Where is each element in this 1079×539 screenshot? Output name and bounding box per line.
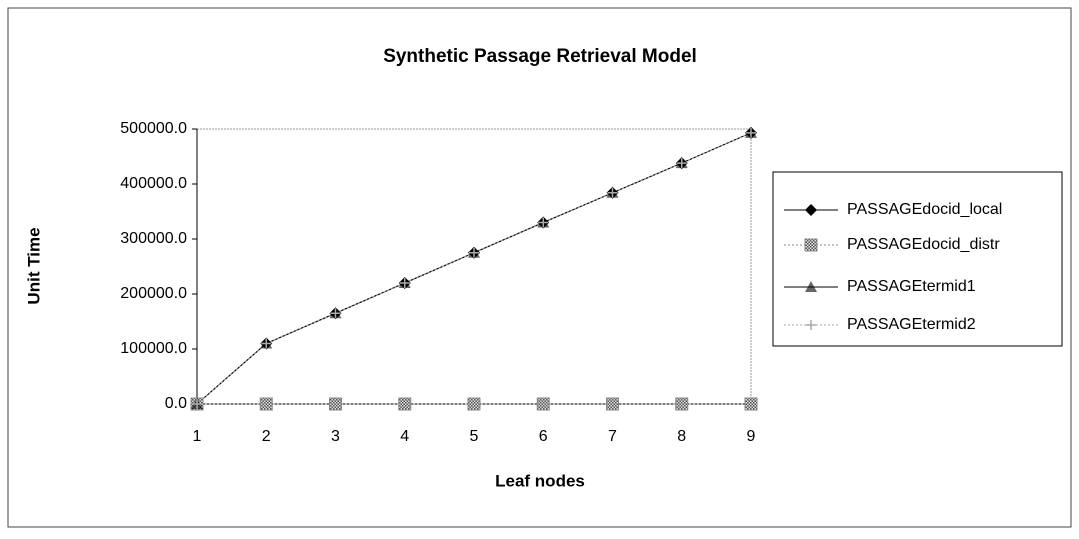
- x-tick-label: 4: [400, 428, 409, 445]
- marker-cross: [538, 217, 549, 228]
- marker-cross: [746, 127, 756, 138]
- marker-diamond: [805, 204, 817, 216]
- marker-cross: [469, 247, 479, 258]
- marker-square: [804, 238, 818, 252]
- y-axis-label: Unit Time: [24, 227, 43, 304]
- legend-label: PASSAGEdocid_local: [847, 201, 1002, 218]
- x-tick-label: 6: [539, 428, 548, 445]
- chart-frame: [7, 7, 1072, 528]
- series-line: [196, 132, 752, 405]
- legend-label: PASSAGEdocid_distr: [847, 236, 1000, 253]
- marker-cross: [607, 187, 618, 198]
- x-tick-label: 3: [331, 428, 340, 445]
- x-tick-label: 9: [747, 428, 756, 445]
- marker-cross: [261, 338, 272, 349]
- y-tick-label: 0.0: [165, 395, 187, 412]
- marker-square: [467, 397, 481, 411]
- marker-square: [675, 397, 689, 411]
- marker-cross: [676, 158, 687, 169]
- y-tick-label: 200000.0: [120, 285, 187, 302]
- marker-square: [606, 397, 619, 411]
- x-tick-label: 7: [608, 428, 617, 445]
- chart-title: Synthetic Passage Retrieval Model: [383, 46, 697, 67]
- x-tick-label: 5: [470, 428, 479, 445]
- marker-triangle: [805, 281, 817, 292]
- series-line: [196, 132, 752, 405]
- plot-area: [196, 128, 752, 405]
- y-tick-label: 300000.0: [120, 230, 187, 247]
- series-line: [196, 132, 752, 405]
- y-tick-label: 100000.0: [120, 340, 187, 357]
- marker-cross: [806, 320, 816, 330]
- marker-cross: [192, 399, 202, 409]
- y-tick-label: 500000.0: [120, 120, 187, 137]
- marker-cross: [399, 278, 410, 288]
- marker-square: [259, 397, 273, 411]
- legend-label: PASSAGEtermid1: [847, 278, 976, 295]
- legend-label: PASSAGEtermid2: [847, 316, 976, 333]
- marker-square: [398, 397, 412, 411]
- marker-square: [536, 397, 550, 411]
- x-axis-label: Leaf nodes: [495, 471, 585, 490]
- marker-square: [744, 397, 758, 411]
- x-tick-label: 2: [262, 428, 271, 445]
- x-tick-label: 8: [677, 428, 686, 445]
- marker-cross: [330, 308, 341, 319]
- legend-box: [772, 171, 1063, 347]
- x-tick-label: 1: [193, 428, 202, 445]
- marker-square: [329, 397, 342, 411]
- y-tick-label: 400000.0: [120, 175, 187, 192]
